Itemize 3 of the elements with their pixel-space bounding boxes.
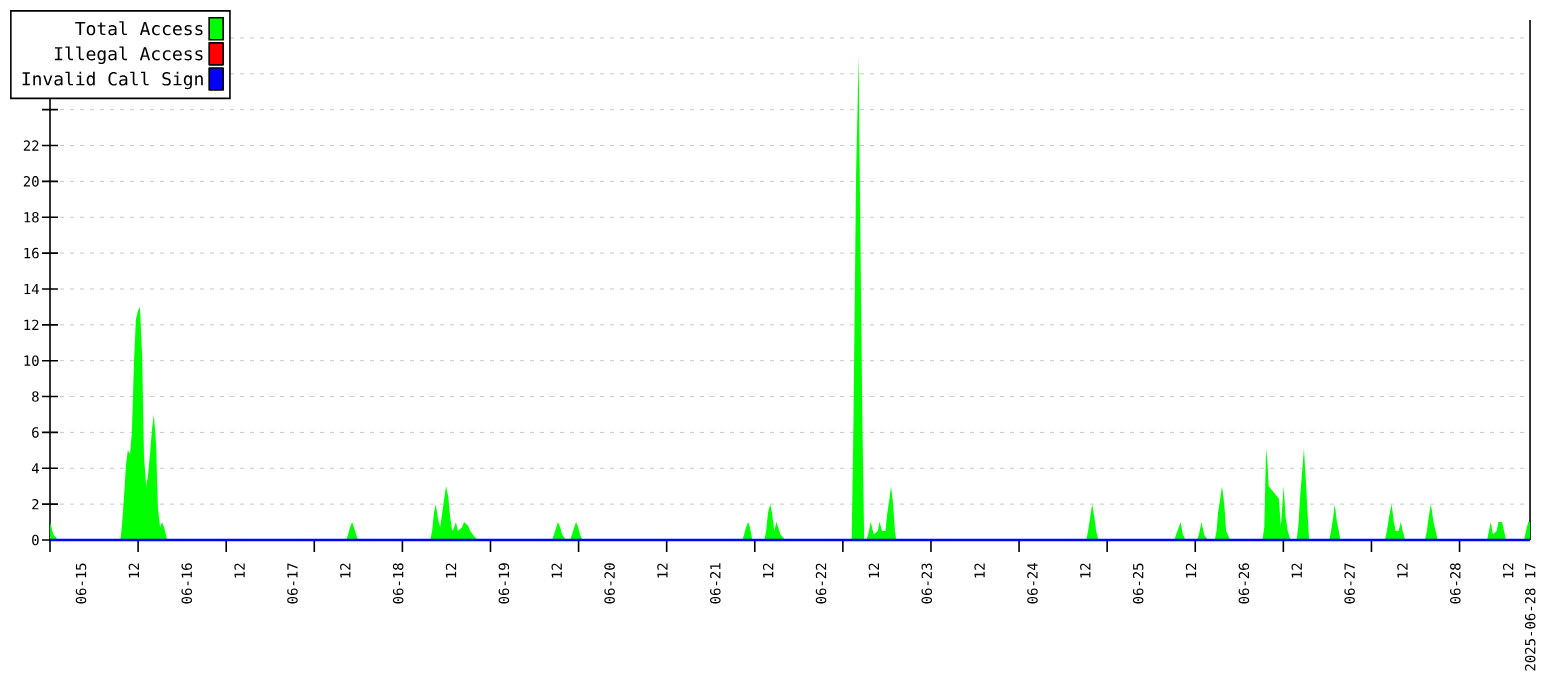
- legend-label: Invalid Call Sign: [22, 71, 203, 90]
- legend-label: Illegal Access: [54, 46, 203, 65]
- legend-label: Total Access: [75, 21, 203, 36]
